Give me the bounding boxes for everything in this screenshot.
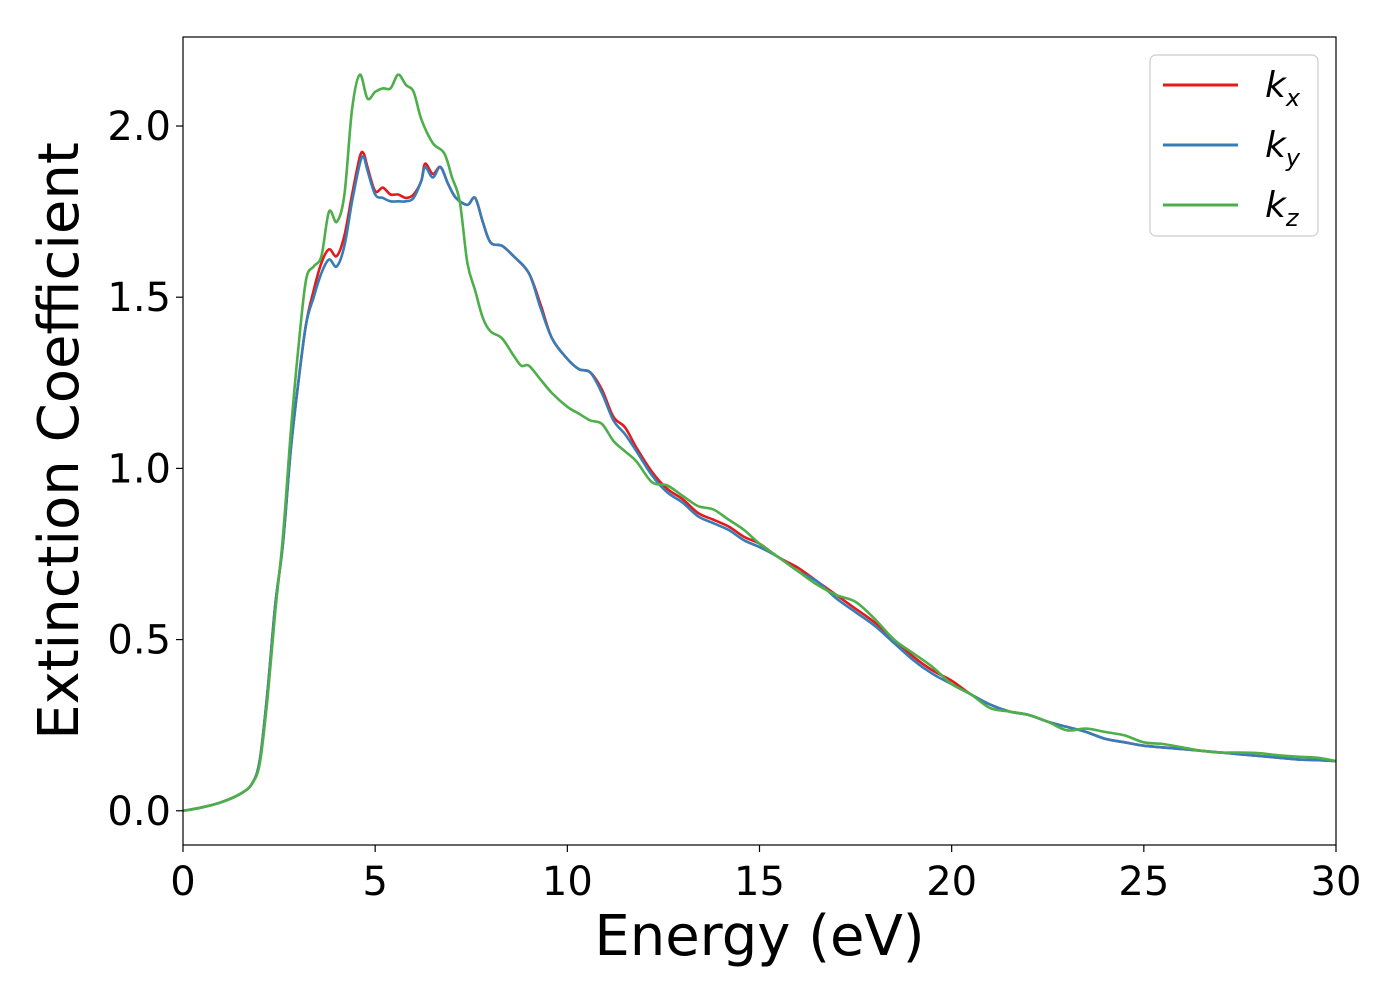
x-tick-label: 10: [542, 859, 593, 905]
x-tick-label: 5: [362, 859, 387, 905]
x-tick-label: 15: [734, 859, 785, 905]
legend-label-z: kz: [1265, 185, 1300, 232]
x-axis-title: Energy (eV): [594, 904, 924, 969]
series-line-x: [183, 150, 1336, 813]
y-tick-label: 0.5: [107, 618, 171, 664]
y-tick-label: 0.0: [107, 789, 171, 835]
x-axis-ticks: 0 5 10 15 20 25 30: [170, 845, 1361, 905]
x-tick-label: 20: [926, 859, 977, 905]
series-line-z: [183, 73, 1336, 813]
y-tick-label: 2.0: [107, 104, 171, 150]
series-layer: [183, 73, 1336, 813]
x-tick-label: 25: [1118, 859, 1169, 905]
x-tick-label: 30: [1311, 859, 1362, 905]
y-axis-ticks: 0.0 0.5 1.0 1.5 2.0: [107, 104, 183, 835]
series-line-y: [183, 155, 1336, 813]
y-tick-label: 1.5: [107, 275, 171, 321]
legend-label-x: kx: [1265, 65, 1301, 112]
x-tick-label: 0: [170, 859, 195, 905]
y-axis-title: Extinction Coefficient: [27, 142, 92, 740]
legend: kx ky kz: [1149, 54, 1319, 237]
legend-label-y: ky: [1265, 125, 1301, 172]
y-tick-label: 1.0: [107, 446, 171, 492]
